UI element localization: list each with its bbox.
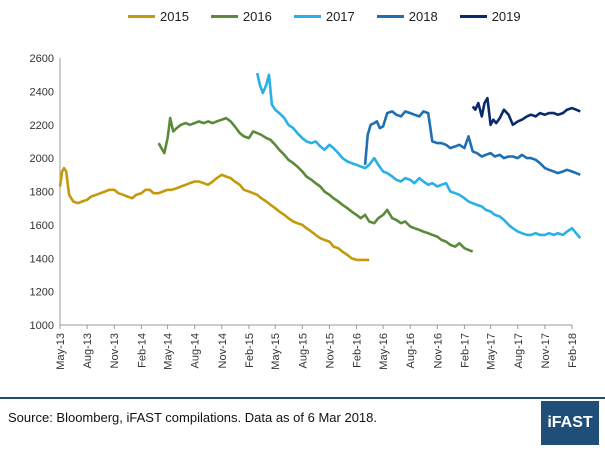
x-tick-label: Nov-17 [540,333,552,368]
x-tick-label: Nov-14 [217,333,229,368]
legend-swatch [210,15,238,18]
x-tick-label: Feb-15 [244,333,256,368]
series-line-2017 [255,72,582,240]
y-tick-label: 2600 [30,53,54,65]
y-tick-label: 1600 [30,220,54,232]
legend-label: 2019 [491,9,521,24]
legend-item-2017: 2017 [293,9,355,24]
ifast-logo: iFAST [541,401,599,445]
legend-swatch [376,15,404,18]
x-tick-label: Feb-16 [352,333,364,368]
series-line-2015 [58,166,370,262]
footer: Source: Bloomberg, iFAST compilations. D… [0,397,605,454]
y-tick-label: 2200 [30,120,54,132]
logo-text: iFAST [547,414,593,431]
x-tick-label: Feb-14 [136,333,148,368]
series-line-2019 [471,96,581,127]
x-tick-label: Feb-18 [567,333,579,368]
x-tick-label: May-17 [486,333,498,370]
y-tick-label: 1800 [30,187,54,199]
x-tick-label: Nov-13 [109,333,121,368]
legend-swatch [459,15,487,18]
legend-item-2016: 2016 [210,9,272,24]
x-tick-label: Aug-15 [297,333,309,368]
series-line-2016 [157,116,474,253]
legend-label: 2017 [325,9,355,24]
x-tick-label: Aug-17 [513,333,525,368]
legend-item-2015: 2015 [128,9,189,24]
y-tick-label: 1000 [30,320,54,332]
x-tick-label: May-15 [270,333,282,370]
x-tick-label: Aug-16 [405,333,417,368]
y-tick-label: 2000 [30,153,54,165]
legend-label: 2018 [408,9,438,24]
x-tick-label: Nov-15 [324,333,336,368]
series-line-2018 [363,110,581,177]
x-tick-label: Aug-13 [82,333,94,368]
x-tick-label: May-16 [378,333,390,370]
source-note: Source: Bloomberg, iFAST compilations. D… [8,410,377,425]
legend-swatch [293,15,321,18]
legend-label: 2015 [160,9,189,24]
chart-legend: 2015 2016 2017 2018 2019 [128,9,521,24]
y-tick-label: 2400 [30,86,54,98]
legend-item-2019: 2019 [459,9,521,24]
x-tick-label: Aug-14 [190,333,202,368]
legend-item-2018: 2018 [376,9,438,24]
x-tick-label: May-14 [163,333,175,370]
legend-label: 2016 [242,9,272,24]
legend-swatch [128,15,155,18]
x-tick-label: Nov-16 [432,333,444,368]
x-tick-label: Feb-17 [459,333,471,368]
footer-divider [0,397,605,399]
x-tick-label: May-13 [55,333,67,370]
y-tick-label: 1400 [30,253,54,265]
y-tick-label: 1200 [30,287,54,299]
line-chart: 1000 1200 1400 1600 1800 2000 2200 2400 2600 May-… [30,53,582,370]
